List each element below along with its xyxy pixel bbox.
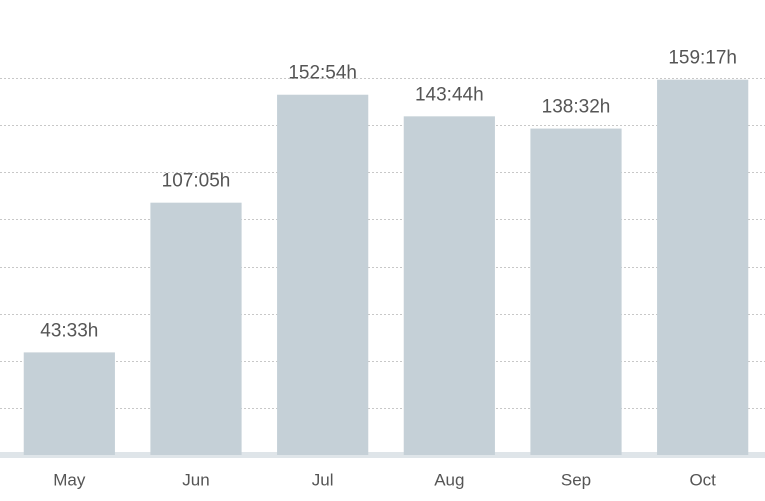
- bar: [530, 128, 622, 455]
- bar: [277, 94, 369, 456]
- x-tick-label: May: [53, 470, 86, 489]
- value-label: 107:05h: [162, 171, 231, 192]
- value-label: 152:54h: [288, 63, 357, 84]
- baseline: [0, 452, 765, 458]
- x-tick-label: Aug: [434, 470, 464, 489]
- bar: [150, 202, 242, 455]
- bar: [657, 79, 749, 455]
- bar: [23, 352, 115, 455]
- value-label: 138:32h: [542, 97, 611, 118]
- x-tick-label: Jun: [182, 470, 209, 489]
- x-tick-label: Jul: [312, 470, 334, 489]
- value-label: 143:44h: [415, 84, 484, 105]
- bar: [403, 116, 495, 455]
- x-tick-label: Oct: [689, 470, 716, 489]
- value-label: 43:33h: [40, 320, 98, 341]
- x-tick-label: Sep: [561, 470, 591, 489]
- value-label: 159:17h: [668, 48, 737, 69]
